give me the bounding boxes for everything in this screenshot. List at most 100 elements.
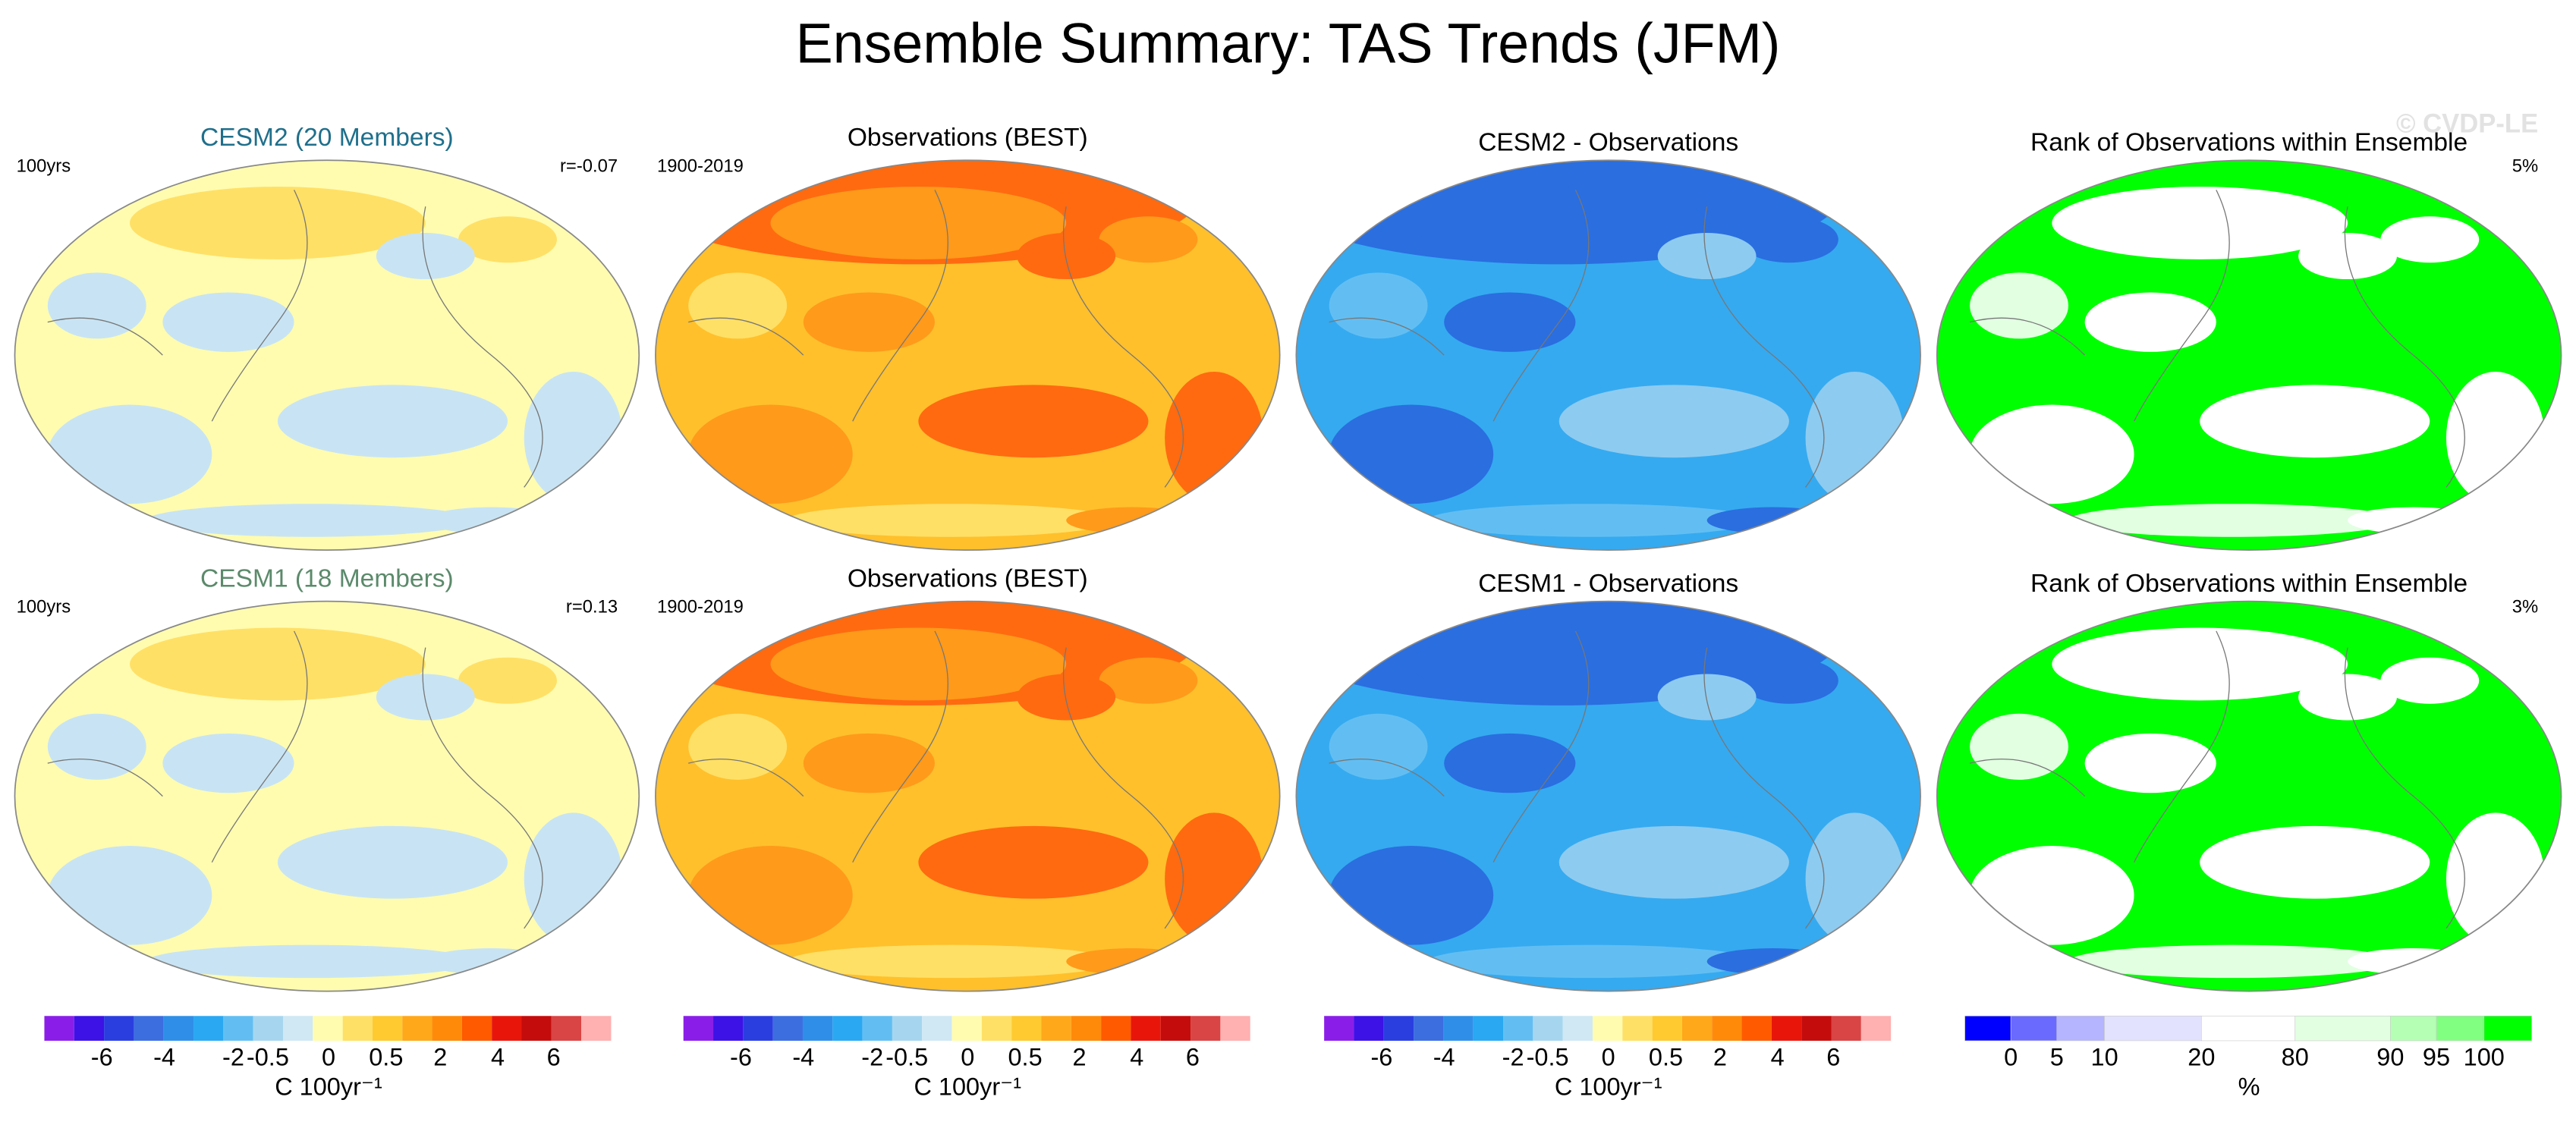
map-region xyxy=(1329,404,1494,504)
colorbar-label: 20 xyxy=(2188,1043,2215,1070)
colorbar-unit: % xyxy=(2238,1073,2260,1101)
panel-right-label: r=0.13 xyxy=(566,597,618,617)
map-region xyxy=(688,272,788,339)
map-region xyxy=(2380,216,2480,263)
map-region xyxy=(2052,627,2348,701)
map-region xyxy=(524,812,623,945)
colorbar-label: -2 xyxy=(1502,1043,1524,1070)
colorbar-box xyxy=(862,1016,892,1041)
coastline xyxy=(47,190,543,488)
colorbar-box xyxy=(1652,1016,1682,1041)
map-region xyxy=(1444,292,1576,352)
colorbar-box xyxy=(2483,1015,2532,1042)
colorbar-box xyxy=(1354,1016,1384,1041)
colorbar-box xyxy=(892,1016,923,1041)
colorbar-box xyxy=(1503,1016,1533,1041)
map-region xyxy=(918,825,1149,899)
colorbar-box xyxy=(1533,1016,1563,1041)
colorbar-box xyxy=(683,1016,714,1041)
map-region xyxy=(688,713,788,780)
colorbar-box xyxy=(951,1016,982,1041)
panel-title: CESM1 (18 Members) xyxy=(200,564,454,592)
map xyxy=(655,160,1280,551)
colorbar-box xyxy=(981,1016,1012,1041)
colorbar-box xyxy=(1071,1016,1102,1041)
map-outline xyxy=(1936,600,2562,992)
map-region xyxy=(1970,404,2134,504)
map-region xyxy=(2084,733,2216,793)
map xyxy=(1936,601,2562,991)
colorbar-label: 0 xyxy=(322,1043,335,1070)
map-region xyxy=(2200,825,2430,899)
figure-title: Ensemble Summary: TAS Trends (JFM) xyxy=(796,12,1781,75)
map-region xyxy=(1165,812,1264,945)
colorbar-box xyxy=(2056,1015,2105,1042)
colorbar-box xyxy=(1592,1016,1623,1041)
colorbar-label: 2 xyxy=(1713,1043,1727,1070)
colorbar-box xyxy=(2201,1015,2296,1042)
map-region xyxy=(1970,845,2134,945)
colorbar-box xyxy=(1860,1016,1892,1041)
map-region xyxy=(2068,944,2397,979)
colorbar-box xyxy=(492,1016,522,1041)
colorbar-box xyxy=(44,1016,74,1041)
map-region xyxy=(1427,504,1757,537)
map-region xyxy=(130,187,426,259)
colorbar-box xyxy=(1414,1016,1444,1041)
panel-left-label: 1900-2019 xyxy=(657,156,744,176)
colorbar-label: 6 xyxy=(1186,1043,1200,1070)
map-region xyxy=(1558,825,1789,899)
colorbar-box xyxy=(922,1016,952,1041)
map-region xyxy=(146,504,475,537)
colorbar-label: 2 xyxy=(433,1043,447,1070)
colorbar-box xyxy=(253,1016,283,1041)
colorbar-box xyxy=(581,1016,612,1041)
map-region xyxy=(162,292,294,352)
colorbar-label: -6 xyxy=(1370,1043,1392,1070)
map-region xyxy=(1165,371,1264,504)
panel-title: Observations (BEST) xyxy=(848,564,1088,592)
colorbar-box xyxy=(1741,1016,1772,1041)
colorbar-box xyxy=(1622,1016,1653,1041)
map-region xyxy=(1444,733,1576,793)
colorbar-label: 95 xyxy=(2423,1043,2450,1070)
panel-right-label: r=-0.07 xyxy=(560,156,618,176)
colorbar-label: 0 xyxy=(961,1043,974,1070)
map xyxy=(14,160,640,551)
colorbar-box xyxy=(461,1016,492,1041)
colorbar-box xyxy=(1160,1016,1191,1041)
map-region xyxy=(770,187,1067,259)
map-region xyxy=(1805,812,1904,945)
panel-title: Observations (BEST) xyxy=(848,124,1088,152)
map-region xyxy=(458,216,557,263)
colorbar-label: -6 xyxy=(91,1043,113,1070)
panel-left-label: 100yrs xyxy=(17,156,71,176)
colorbar-label: -2 xyxy=(861,1043,883,1070)
map-region xyxy=(1970,713,2068,780)
colorbar-label: 4 xyxy=(1771,1043,1785,1070)
colorbar-box xyxy=(1831,1016,1861,1041)
map-region xyxy=(1411,627,1707,701)
colorbar-box xyxy=(1801,1016,1832,1041)
map-region xyxy=(688,404,853,504)
map-region xyxy=(47,404,212,504)
colorbar-box xyxy=(163,1016,194,1041)
map-region xyxy=(2298,674,2397,721)
map-outline xyxy=(14,159,640,552)
colorbar-box xyxy=(1041,1016,1071,1041)
colorbar-box xyxy=(223,1016,253,1041)
map-region xyxy=(787,944,1116,979)
coastline xyxy=(688,190,1184,488)
colorbar-label: 0 xyxy=(2004,1043,2018,1070)
colorbar-label: 0 xyxy=(1602,1043,1615,1070)
map-region xyxy=(2298,233,2397,280)
map-region xyxy=(524,371,623,504)
map-outline xyxy=(655,600,1281,992)
map-region xyxy=(1739,657,1838,704)
map-region xyxy=(1970,272,2068,339)
colorbar-box xyxy=(402,1016,432,1041)
panel-title: CESM2 (20 Members) xyxy=(200,124,454,152)
colorbar-label: -0.5 xyxy=(885,1043,928,1070)
colorbar-box xyxy=(74,1016,105,1041)
